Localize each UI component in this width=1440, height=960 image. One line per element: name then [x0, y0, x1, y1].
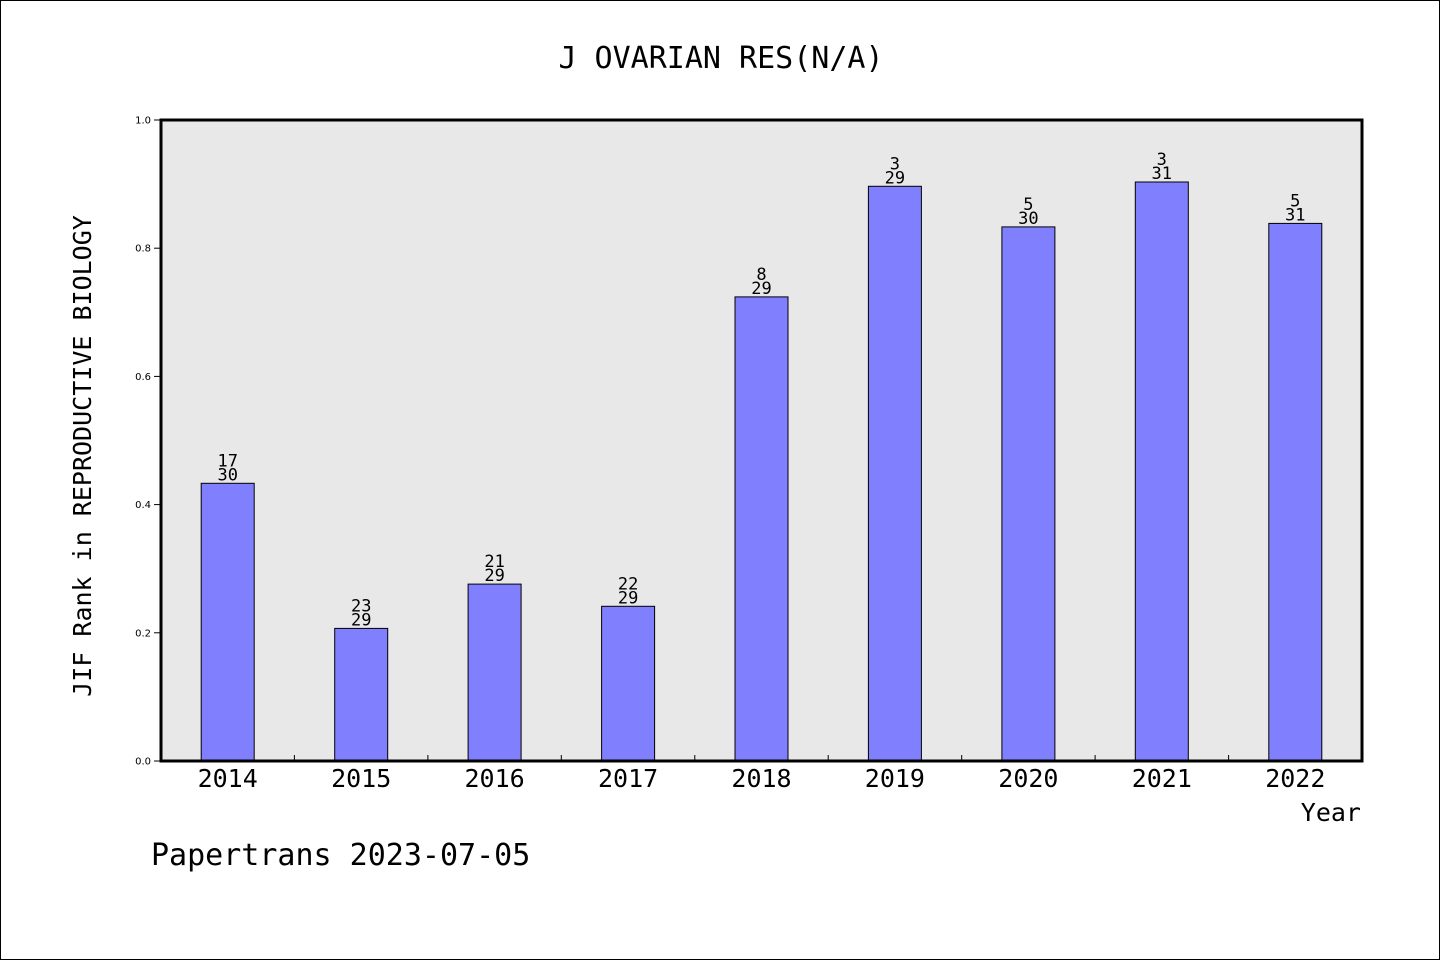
y-axis-label: JIF Rank in REPRODUCTIVE BIOLOGY — [68, 215, 97, 697]
bar-2016 — [467, 583, 522, 762]
x-tick-label: 2019 — [865, 764, 925, 793]
data-label-total: 29 — [484, 566, 504, 586]
y-tick-label: 0.4 — [135, 500, 151, 511]
data-label-total: 29 — [351, 610, 371, 630]
bars-group — [200, 181, 1323, 762]
data-label-rank: 5 — [1023, 195, 1033, 215]
x-tick-label: 2017 — [598, 764, 658, 793]
y-axis: 0.0 0.2 0.4 0.6 0.8 1.0 — [135, 116, 161, 768]
bar-2014 — [200, 482, 255, 762]
y-tick-label: 0.8 — [135, 244, 151, 255]
data-label-total: 31 — [1285, 205, 1305, 225]
y-tick-label: 0.0 — [135, 757, 151, 768]
x-tick-label: 2021 — [1132, 764, 1192, 793]
data-label-total: 30 — [1018, 209, 1038, 229]
data-label-rank: 22 — [618, 574, 638, 594]
data-label-rank: 23 — [351, 596, 371, 616]
y-tick-label: 1.0 — [135, 116, 151, 127]
x-tick-label: 2020 — [998, 764, 1058, 793]
bar-2021 — [1134, 181, 1189, 762]
data-label-rank: 8 — [756, 265, 766, 285]
x-axis-label: Year — [1301, 798, 1361, 827]
data-label-total: 29 — [618, 588, 638, 608]
x-tick-label: 2016 — [464, 764, 524, 793]
data-label-rank: 17 — [217, 451, 237, 471]
bar-2020 — [1001, 226, 1056, 762]
data-label-total: 31 — [1152, 164, 1172, 184]
data-label-rank: 5 — [1290, 191, 1300, 211]
bar-2015 — [334, 627, 389, 762]
plot-border — [159, 118, 1364, 763]
data-label-total: 29 — [751, 279, 771, 299]
bar-2019 — [867, 185, 922, 762]
x-tick-label: 2014 — [198, 764, 258, 793]
bar-2022 — [1268, 222, 1323, 762]
y-tick-label: 0.6 — [135, 372, 151, 383]
bar-2018 — [734, 296, 789, 762]
data-label-total: 29 — [885, 168, 905, 188]
x-tick-label: 2015 — [331, 764, 391, 793]
data-label-rank: 3 — [890, 154, 900, 174]
bar-2017 — [601, 605, 656, 762]
data-label-rank: 21 — [484, 552, 504, 572]
data-label-rank: 3 — [1157, 150, 1167, 170]
y-tick-label: 0.2 — [135, 628, 151, 639]
x-axis: 2014 2015 2016 2017 2018 2019 2020 2021 2022 — [198, 755, 1325, 793]
x-tick-label: 2018 — [731, 764, 791, 793]
data-label-total: 30 — [217, 465, 237, 485]
watermark: Papertrans 2023-07-05 — [151, 838, 530, 873]
chart-title: J OVARIAN RES(N/A) — [558, 41, 883, 76]
x-tick-label: 2022 — [1265, 764, 1325, 793]
